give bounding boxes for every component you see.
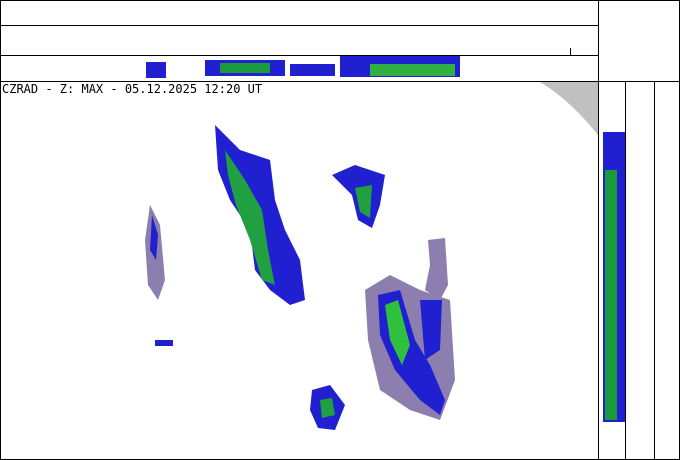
echo — [425, 238, 448, 300]
echo-profile — [146, 62, 166, 78]
echo — [355, 185, 372, 218]
echo — [155, 340, 173, 346]
echo-profile — [290, 64, 335, 76]
echo-profile — [605, 170, 617, 420]
echo — [385, 300, 410, 365]
echo-profile — [220, 63, 270, 73]
echo — [150, 215, 158, 260]
echo — [420, 300, 442, 360]
echo-profile — [370, 64, 455, 76]
echo — [225, 150, 275, 285]
out-of-range-area — [540, 82, 598, 135]
title: CZRAD - Z: MAX - 05.12.2025 12:20 UT — [2, 82, 262, 96]
echo — [320, 398, 335, 418]
